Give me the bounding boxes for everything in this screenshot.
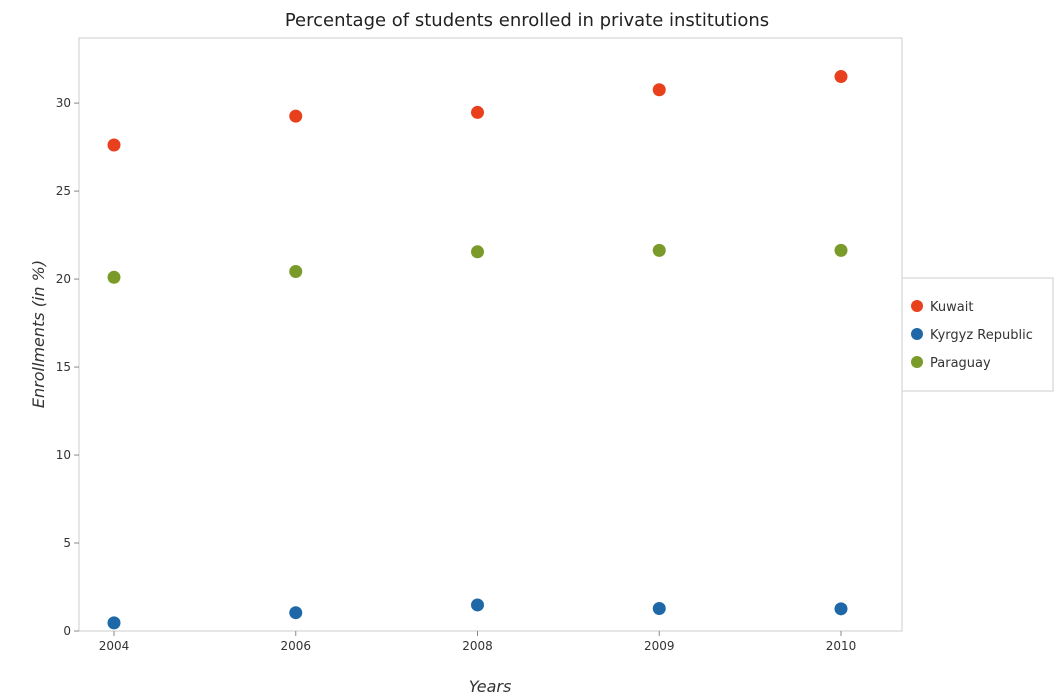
point-kuwait xyxy=(652,83,666,97)
legend-label: Kyrgyz Republic xyxy=(930,328,1033,343)
x-tick-label: 2009 xyxy=(644,639,675,653)
x-tick-label: 2006 xyxy=(280,639,311,653)
point-kyrgyz-republic xyxy=(471,598,484,612)
y-tick-label: 10 xyxy=(56,448,71,462)
y-tick-label: 30 xyxy=(56,96,71,110)
chart-title: Percentage of students enrolled in priva… xyxy=(285,10,769,31)
legend-box xyxy=(901,277,1054,392)
x-tick-label: 2004 xyxy=(99,639,130,653)
axis-ticks: 2004 2006 2008 2009 2010 0 5 10 15 20 25 30 xyxy=(56,96,857,653)
y-tick-label: 15 xyxy=(56,360,71,374)
y-tick-label: 0 xyxy=(63,624,71,638)
point-kuwait xyxy=(289,109,303,123)
point-kyrgyz-republic xyxy=(107,616,121,630)
point-paraguay xyxy=(834,243,848,257)
y-axis-label: Enrollments (in %) xyxy=(29,260,48,408)
point-kyrgyz-republic xyxy=(652,601,666,615)
legend-marker xyxy=(911,300,923,312)
y-tick-label: 25 xyxy=(56,184,71,198)
point-paraguay xyxy=(652,243,666,257)
legend-marker xyxy=(911,328,923,340)
point-kuwait xyxy=(471,105,484,119)
point-kyrgyz-republic xyxy=(834,602,848,616)
point-paraguay xyxy=(107,270,121,284)
y-tick-label: 20 xyxy=(56,272,71,286)
point-paraguay xyxy=(471,245,484,259)
x-tick-label: 2010 xyxy=(826,639,857,653)
x-axis-label: Years xyxy=(469,677,512,696)
plot-area xyxy=(78,37,903,632)
legend-label: Kuwait xyxy=(930,300,973,315)
legend-label: Paraguay xyxy=(930,356,991,371)
point-kuwait xyxy=(107,138,121,152)
point-paraguay xyxy=(289,265,303,279)
data-points xyxy=(107,70,848,630)
point-kuwait xyxy=(834,70,848,84)
legend: Kuwait Kyrgyz Republic Paraguay xyxy=(901,277,1054,392)
x-tick-label: 2008 xyxy=(462,639,493,653)
point-kyrgyz-republic xyxy=(289,606,303,620)
legend-marker xyxy=(911,356,923,368)
y-tick-label: 5 xyxy=(63,536,71,550)
